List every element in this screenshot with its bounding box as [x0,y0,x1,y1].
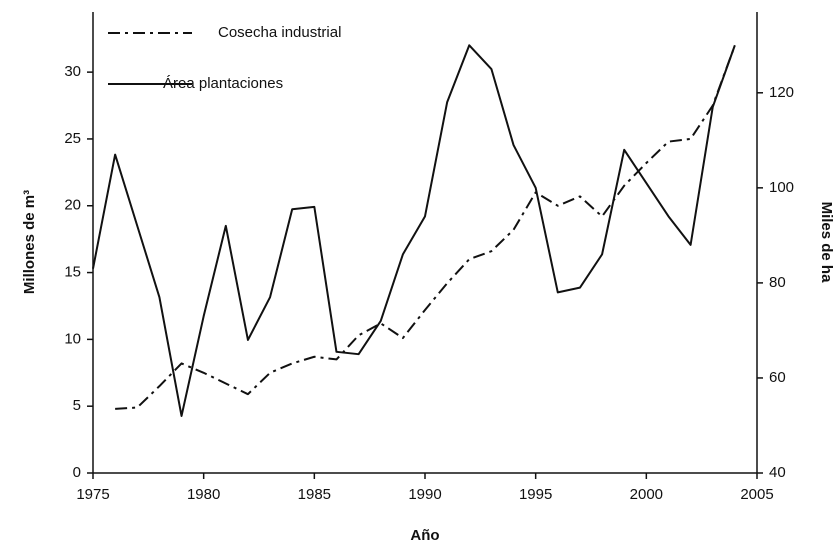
y-tick-label: 0 [73,464,81,481]
x-tick-label: 1980 [187,486,220,503]
y-tick-label: 20 [64,197,81,214]
series-line [115,45,736,410]
legend-label: Cosecha industrial [218,24,341,41]
y-axis-label: Millones de m³ [21,190,38,294]
x-tick-label: 2000 [630,486,663,503]
x-tick-label: 1985 [298,486,331,503]
y2-tick-label: 120 [769,84,794,101]
series-line [92,44,736,417]
y-tick-label: 25 [64,130,81,147]
legend-label: Área plantaciones [163,75,283,92]
y2-axis-label: Miles de ha [818,202,835,284]
y-tick-label: 5 [73,397,81,414]
y2-tick-label: 40 [769,464,786,481]
x-tick-label: 1975 [76,486,109,503]
y2-tick-label: 100 [769,179,794,196]
x-axis-label: Año [410,527,439,544]
y-tick-label: 10 [64,330,81,347]
y-tick-label: 30 [64,63,81,80]
x-tick-label: 1995 [519,486,552,503]
x-tick-label: 2005 [740,486,773,503]
y-tick-label: 15 [64,264,81,281]
y2-tick-label: 80 [769,274,786,291]
x-tick-label: 1990 [408,486,441,503]
y2-tick-label: 60 [769,369,786,386]
